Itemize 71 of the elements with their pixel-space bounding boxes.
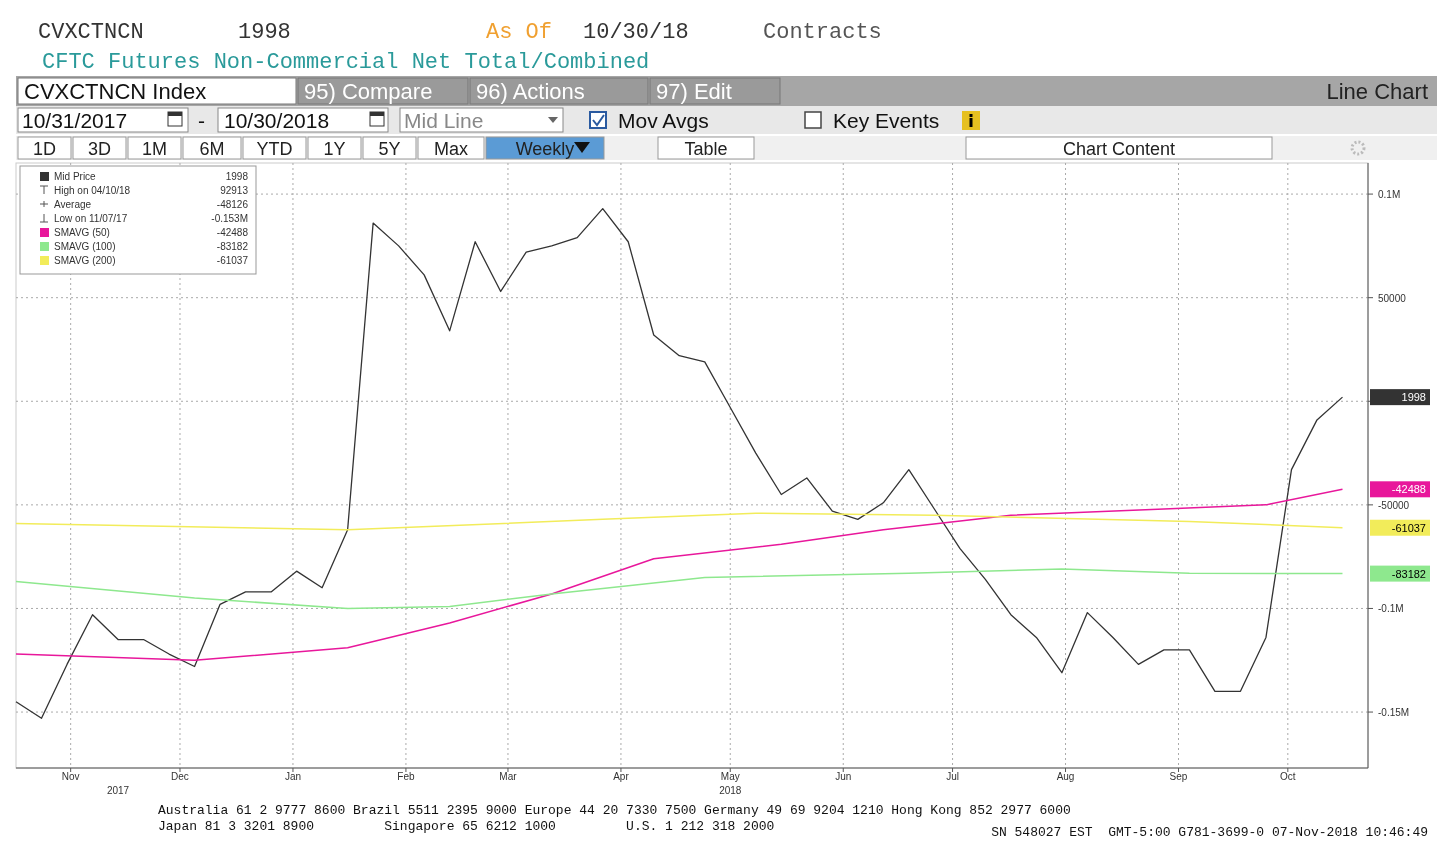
annotation: -42488 bbox=[216, 227, 249, 238]
text: SN 548027 EST GMT-5:00 G781-3699-0 07-Nov-2018 10:46:49 bbox=[991, 825, 1428, 840]
text: - bbox=[198, 109, 205, 132]
text: 6M bbox=[199, 139, 225, 159]
x-tick-label: Jan bbox=[284, 771, 302, 782]
text: 5Y bbox=[378, 139, 401, 159]
text: 96) Actions bbox=[476, 79, 585, 104]
text: 10/31/2017 bbox=[22, 109, 128, 132]
text: Table bbox=[684, 139, 728, 159]
y-tick-label: -50000 bbox=[1378, 499, 1410, 511]
y-tick-label: 50000 bbox=[1378, 292, 1407, 304]
text: 1Y bbox=[323, 139, 346, 159]
x-tick-label: Apr bbox=[613, 771, 630, 782]
text: Key Events bbox=[833, 109, 940, 132]
x-tick-label: Jun bbox=[835, 771, 852, 782]
y-tick-label: -0.15M bbox=[1378, 707, 1410, 719]
text: 10/30/18 bbox=[583, 20, 689, 45]
annotation: High on 04/10/18 bbox=[54, 185, 131, 196]
text: Weekly bbox=[515, 139, 575, 159]
annotation: 92913 bbox=[220, 185, 249, 196]
x-tick-label: Mar bbox=[499, 771, 518, 782]
text: Max bbox=[433, 139, 469, 159]
chart-subtitle: CFTC Futures Non-Commercial Net Total/Combined bbox=[42, 50, 650, 75]
text: -61037 bbox=[1391, 521, 1426, 534]
text: Japan 81 3 3201 8900 Singapore 65 6212 1000 U.S. 1 212 318 2000 bbox=[158, 819, 775, 834]
text: Contracts bbox=[763, 20, 882, 45]
y-tick-label: 0.1M bbox=[1378, 189, 1401, 201]
text: 97) Edit bbox=[656, 79, 732, 104]
text: Line Chart bbox=[1326, 79, 1428, 104]
text: 1998 bbox=[238, 20, 291, 45]
annotation: -83182 bbox=[216, 241, 249, 252]
text: 2017 bbox=[106, 785, 130, 796]
x-tick-label: Dec bbox=[171, 771, 189, 782]
annotation: -61037 bbox=[216, 255, 249, 266]
annotation: 1998 bbox=[225, 171, 249, 182]
text: Mov Avgs bbox=[618, 109, 709, 132]
x-tick-label: Oct bbox=[1280, 771, 1296, 782]
x-tick-label: Aug bbox=[1056, 771, 1075, 782]
text: As Of bbox=[486, 20, 553, 45]
y-tick-label: -0.1M bbox=[1378, 603, 1404, 615]
text: YTD bbox=[256, 139, 293, 159]
text: CVXCTNCN Index bbox=[24, 79, 207, 104]
text: 10/30/2018 bbox=[224, 109, 330, 132]
line-series bbox=[15, 512, 1344, 531]
x-tick-label: Nov bbox=[61, 771, 80, 782]
x-tick-label: Sep bbox=[1169, 771, 1188, 782]
x-tick-label: May bbox=[720, 771, 740, 782]
line-series bbox=[15, 568, 1344, 610]
text: Australia 61 2 9777 8600 Brazil 5511 2395 9000 Europe 44 20 7330 7500 Germany 49 69 9204 1210 Hong Kong 852 2977 6000 bbox=[158, 803, 1071, 818]
text: 1998 bbox=[1401, 391, 1426, 404]
text: 95) Compare bbox=[304, 79, 433, 104]
text: -42488 bbox=[1391, 483, 1426, 496]
text: Chart Content bbox=[1062, 139, 1176, 159]
text: -83182 bbox=[1391, 567, 1426, 580]
annotation: Low on 11/07/17 bbox=[54, 213, 128, 224]
legend-label: SMAVG (200) bbox=[54, 255, 116, 266]
text: 3D bbox=[87, 139, 112, 159]
annotation: -48126 bbox=[216, 199, 249, 210]
annotation: -0.153M bbox=[211, 213, 248, 224]
text: 1M bbox=[141, 139, 168, 159]
chart-title: CVXCTNCN bbox=[38, 20, 144, 45]
x-tick-label: Jul bbox=[946, 771, 959, 782]
text: 1D bbox=[32, 139, 57, 159]
legend-label: SMAVG (50) bbox=[54, 227, 110, 238]
legend-label: SMAVG (100) bbox=[54, 241, 116, 252]
text: Mid Line bbox=[404, 109, 484, 132]
x-tick-label: Feb bbox=[397, 771, 415, 782]
line-series bbox=[15, 488, 1344, 662]
legend-label: Mid Price bbox=[54, 171, 97, 182]
annotation: Average bbox=[54, 199, 92, 210]
text: 2018 bbox=[719, 785, 742, 796]
